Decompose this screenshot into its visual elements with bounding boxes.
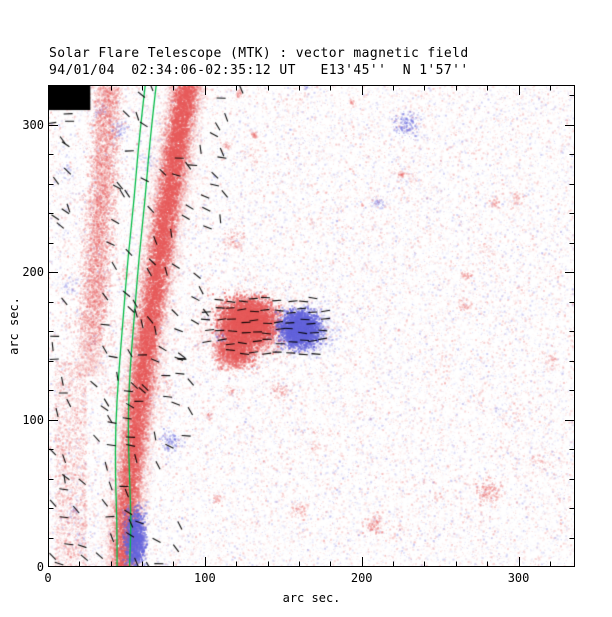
x-tick-label: 300: [507, 571, 530, 585]
plot-title: Solar Flare Telescope (MTK) : vector mag…: [49, 46, 469, 61]
plot-subtitle: 94/01/04 02:34:06-02:35:12 UT E13'45'' N…: [49, 63, 469, 78]
y-tick-label: 0: [36, 560, 44, 574]
x-axis-title: arc sec.: [282, 591, 341, 605]
y-axis-title: arc sec.: [7, 297, 21, 355]
y-tick-label: 200: [22, 265, 44, 280]
x-tick-label: 100: [194, 571, 216, 585]
y-tick-label: 100: [22, 412, 44, 427]
x-tick-label: 200: [350, 571, 373, 585]
plot-area: [48, 85, 575, 567]
y-tick-label: 300: [22, 117, 44, 132]
magnetogram-canvas: [48, 85, 575, 567]
x-tick-label: 0: [44, 571, 52, 585]
